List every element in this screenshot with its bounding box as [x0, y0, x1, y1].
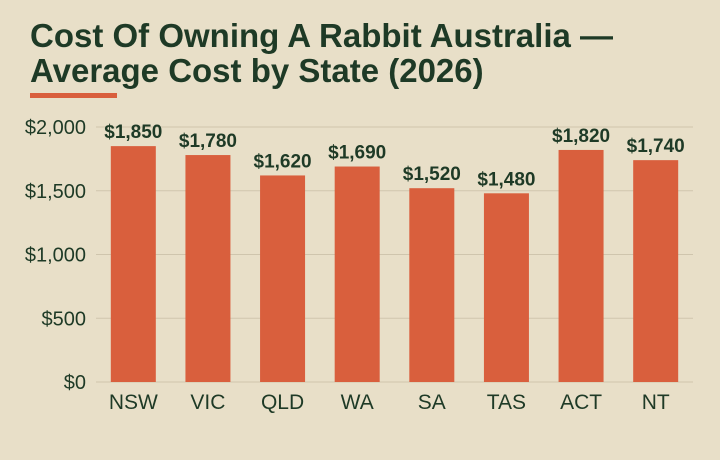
y-tick-label: $1,500	[25, 181, 86, 203]
value-label: $1,620	[254, 151, 312, 172]
value-labels: $1,850 $1,780 $1,620 $1,690 $1,520 $1,480 $1,8…	[104, 122, 685, 190]
bar-tas	[483, 193, 529, 382]
y-tick-label: $500	[42, 308, 87, 330]
y-tick-label: $2,000	[25, 117, 86, 139]
bar-act	[558, 149, 604, 382]
category-label: WA	[341, 391, 374, 414]
category-label: NSW	[109, 391, 158, 414]
value-label: $1,780	[179, 131, 237, 152]
bars	[110, 146, 679, 382]
value-label: $1,690	[328, 143, 386, 164]
bar-qld	[260, 175, 306, 382]
value-label: $1,520	[403, 164, 461, 185]
y-tick-label: $1,000	[25, 245, 86, 267]
category-label: QLD	[261, 391, 304, 414]
category-label: ACT	[560, 391, 602, 414]
chart-title: Cost Of Owning A Rabbit Australia — Aver…	[30, 17, 614, 89]
value-label: $1,480	[477, 169, 535, 190]
title-accent-rule	[30, 93, 117, 98]
value-label: $1,740	[627, 136, 685, 157]
y-axis-tick-labels: $0 $500 $1,000 $1,500 $2,000	[25, 117, 86, 394]
category-label: VIC	[190, 391, 225, 414]
category-label: TAS	[487, 391, 526, 414]
y-tick-label: $0	[64, 372, 86, 394]
value-label: $1,820	[552, 126, 610, 147]
bar-nsw	[110, 146, 156, 382]
category-label: NT	[642, 391, 670, 414]
bar-wa	[334, 166, 380, 382]
bar-vic	[185, 155, 231, 382]
x-axis-category-labels: NSW VIC QLD WA SA TAS ACT NT	[109, 391, 670, 414]
value-label: $1,850	[104, 122, 162, 143]
category-label: SA	[418, 391, 446, 414]
bar-nt	[633, 160, 679, 382]
bar-sa	[409, 188, 455, 382]
